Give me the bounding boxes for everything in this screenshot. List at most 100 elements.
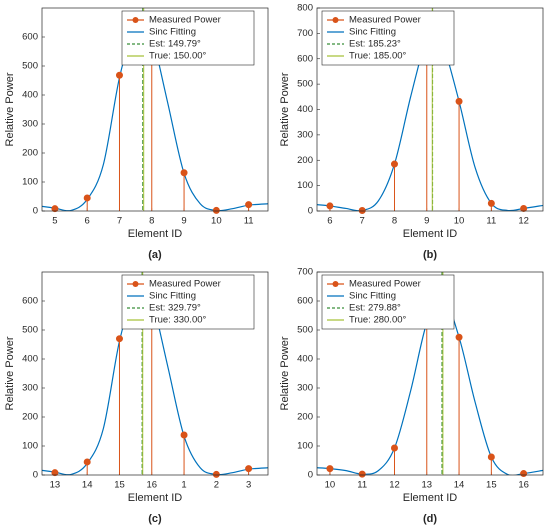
y-tick-label: 100: [22, 177, 38, 188]
stem-marker: [83, 458, 91, 466]
y-tick-label: 700: [297, 267, 313, 278]
y-tick-label: 400: [297, 104, 313, 115]
y-tick-label: 300: [22, 119, 38, 130]
y-tick-label: 0: [33, 470, 38, 481]
legend-marker: [132, 17, 139, 23]
panel: 0 100 200 300 400 500 600 700 10 11 12 13 14 15 16 Elem…: [279, 267, 544, 525]
axes-frame: [41, 271, 269, 476]
panel: 0 100 200 300 400 500 600 5 6 7 8 9 10 11 Element ID Re…: [4, 7, 269, 261]
panel: 0 100 200 300 400 500 600 13 14 15 16 1 2 3 Element ID…: [4, 271, 269, 525]
x-tick-label: 9: [181, 216, 186, 227]
stem-marker: [487, 199, 495, 207]
x-axis-label: Element ID: [128, 228, 182, 240]
y-axis-label: Relative Power: [279, 336, 291, 410]
subplot-label: (b): [423, 249, 437, 261]
x-tick-label: 11: [244, 216, 254, 227]
x-tick-label: 14: [82, 480, 93, 491]
y-tick-label: 400: [297, 354, 313, 365]
stem-marker: [326, 202, 334, 210]
y-tick-label: 400: [22, 90, 38, 101]
y-tick-label: 700: [297, 28, 313, 39]
legend-label: Est: 279.88°: [349, 303, 401, 314]
y-axis-label: Relative Power: [279, 72, 291, 146]
y-tick-label: 0: [308, 470, 313, 481]
panel: 0 100 200 300 400 500 600 700 800 6 7 8 9 10 11 12 Eleme…: [279, 3, 544, 261]
x-tick-label: 2: [214, 480, 219, 491]
stem-marker: [326, 465, 334, 473]
stem-marker: [212, 206, 220, 214]
stem-marker: [455, 97, 463, 105]
legend-label: Est: 185.23°: [349, 39, 401, 50]
x-axis-label: Element ID: [128, 492, 182, 504]
stem-marker: [520, 204, 528, 212]
y-tick-label: 100: [297, 180, 313, 191]
stem-marker: [51, 205, 59, 213]
stem-marker: [180, 431, 188, 439]
x-tick-label: 10: [454, 216, 465, 227]
legend-label: Sinc Fitting: [149, 27, 196, 38]
y-axis-label: Relative Power: [4, 336, 16, 410]
y-tick-label: 300: [297, 129, 313, 140]
legend-label: Measured Power: [149, 15, 221, 26]
x-tick-label: 7: [360, 216, 365, 227]
x-tick-label: 7: [117, 216, 122, 227]
y-tick-label: 200: [22, 148, 38, 159]
x-tick-label: 3: [246, 480, 251, 491]
stem-marker: [487, 453, 495, 461]
legend-marker: [132, 281, 139, 287]
stem-marker: [358, 470, 366, 478]
legend-label: Measured Power: [349, 279, 421, 290]
y-tick-label: 500: [297, 325, 313, 336]
legend-label: Est: 149.79°: [149, 39, 201, 50]
y-tick-label: 600: [297, 296, 313, 307]
legend-label: Sinc Fitting: [149, 291, 196, 302]
stem-marker: [520, 470, 528, 478]
y-tick-label: 0: [308, 206, 313, 217]
y-tick-label: 600: [22, 32, 38, 43]
x-tick-label: 15: [114, 480, 125, 491]
legend-marker: [332, 281, 339, 287]
stem-marker: [115, 335, 123, 343]
x-tick-label: 11: [357, 480, 367, 491]
x-tick-label: 9: [424, 216, 429, 227]
y-tick-label: 500: [22, 325, 38, 336]
stem-marker: [358, 206, 366, 214]
y-tick-label: 100: [22, 441, 38, 452]
y-tick-label: 100: [297, 441, 313, 452]
x-axis-label: Element ID: [403, 228, 457, 240]
x-tick-label: 16: [146, 480, 157, 491]
x-tick-label: 12: [389, 480, 400, 491]
subplot-label: (c): [148, 513, 162, 525]
legend-label: True: 150.00°: [149, 51, 207, 62]
legend-label: Est: 329.79°: [149, 303, 201, 314]
stem-marker: [115, 71, 123, 79]
stem-marker: [51, 469, 59, 477]
stem-marker: [83, 194, 91, 202]
y-tick-label: 400: [22, 354, 38, 365]
legend-label: True: 185.00°: [349, 51, 407, 62]
y-tick-label: 300: [297, 383, 313, 394]
subplot-label: (d): [423, 513, 437, 525]
y-tick-label: 800: [297, 3, 313, 14]
legend-label: True: 330.00°: [149, 315, 207, 326]
axes-frame: [316, 7, 544, 212]
axes-frame: [41, 7, 269, 212]
legend-marker: [332, 17, 339, 23]
y-tick-label: 200: [297, 155, 313, 166]
stem-marker: [390, 444, 398, 452]
x-tick-label: 1: [181, 480, 186, 491]
stem-marker: [455, 333, 463, 341]
y-tick-label: 0: [33, 206, 38, 217]
x-tick-label: 10: [325, 480, 336, 491]
legend-label: Sinc Fitting: [349, 27, 396, 38]
x-tick-label: 8: [392, 216, 397, 227]
y-tick-label: 200: [22, 412, 38, 423]
x-tick-label: 14: [454, 480, 465, 491]
x-axis-label: Element ID: [403, 492, 457, 504]
x-tick-label: 11: [486, 216, 496, 227]
x-tick-label: 13: [421, 480, 432, 491]
subplot-label: (a): [148, 249, 162, 261]
y-tick-label: 600: [22, 296, 38, 307]
x-tick-label: 6: [85, 216, 90, 227]
